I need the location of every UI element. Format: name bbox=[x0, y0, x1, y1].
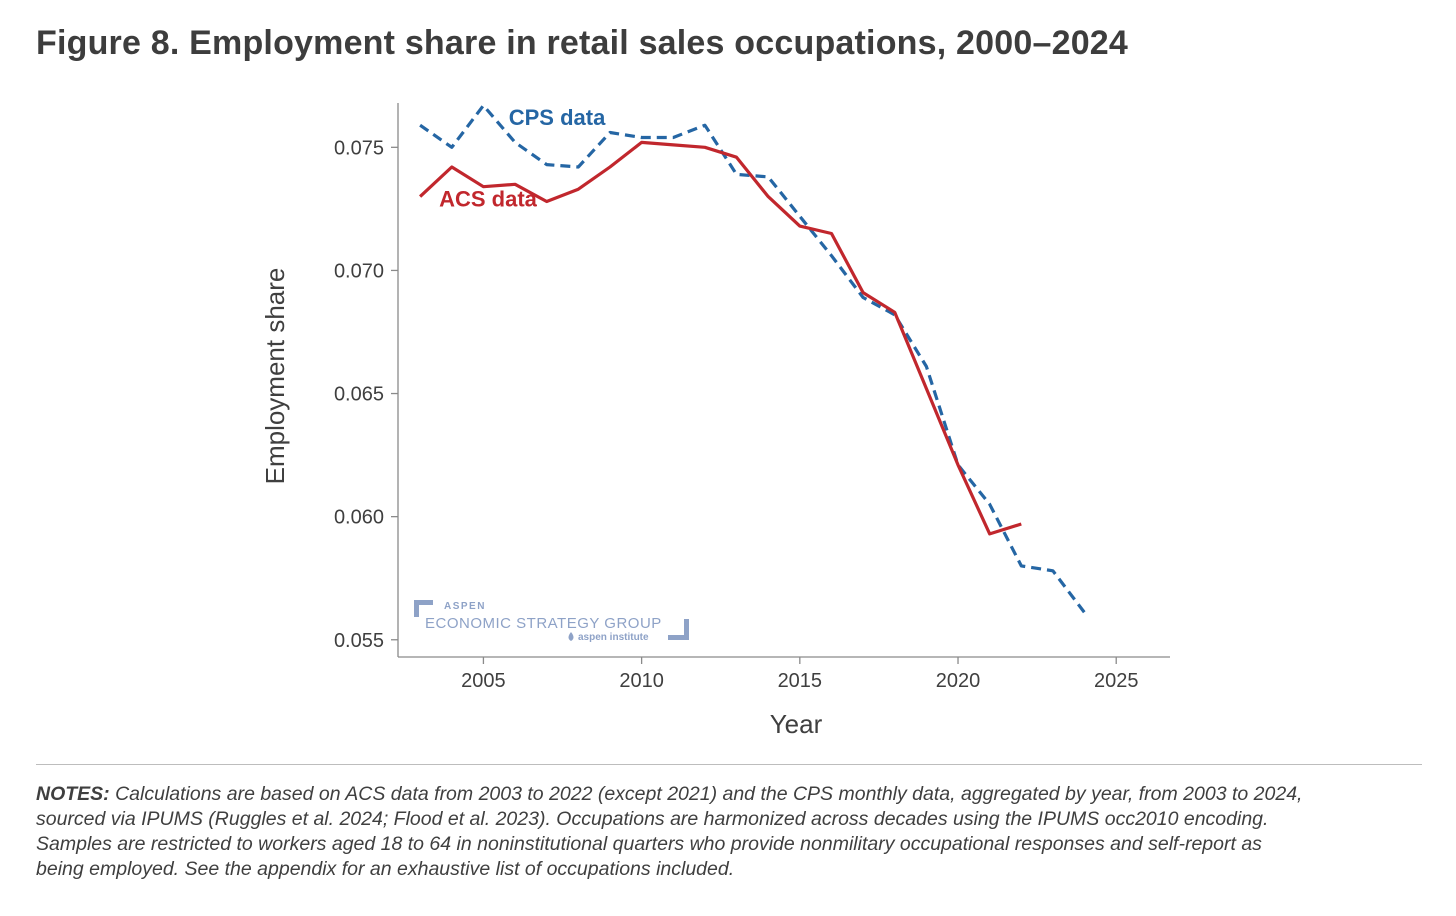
logo-corner-top-left bbox=[414, 600, 433, 617]
chart-series bbox=[419, 103, 1086, 614]
notes-line-4: being employed. See the appendix for an … bbox=[36, 858, 735, 880]
x-tick-label: 2005 bbox=[461, 670, 506, 692]
x-tick-label: 2015 bbox=[778, 670, 823, 692]
y-tick-label: 0.055 bbox=[334, 630, 384, 652]
y-tick-label: 0.075 bbox=[334, 137, 384, 159]
y-axis-ticks: 0.055 0.060 0.065 0.070 0.075 bbox=[334, 137, 398, 652]
chart-axes bbox=[397, 103, 1170, 658]
x-tick-label: 2020 bbox=[936, 670, 981, 692]
series-line-cps bbox=[419, 103, 1086, 614]
series-cps bbox=[419, 103, 1086, 614]
figure-title: Figure 8. Employment share in retail sal… bbox=[36, 24, 1129, 62]
aspen-esg-logo: ASPEN ECONOMIC STRATEGY GROUP aspen inst… bbox=[414, 600, 689, 643]
logo-line-institute: aspen institute bbox=[578, 632, 649, 643]
series-acs bbox=[419, 140, 1022, 536]
y-tick-label: 0.060 bbox=[334, 507, 384, 529]
logo-line-aspen: ASPEN bbox=[444, 601, 486, 612]
series-labels: CPS data ACS data bbox=[439, 105, 606, 211]
notes-line-1: NOTES: Calculations are based on ACS dat… bbox=[36, 782, 1426, 807]
notes-line-3: Samples are restricted to workers aged 1… bbox=[36, 833, 1262, 855]
series-line-acs bbox=[419, 140, 1022, 536]
logo-corner-bottom-right bbox=[668, 619, 689, 640]
notes-paragraph: NOTES: Calculations are based on ACS dat… bbox=[36, 782, 1426, 882]
y-tick-label: 0.065 bbox=[334, 384, 384, 406]
x-tick-label: 2010 bbox=[619, 670, 664, 692]
series-label-cps: CPS data bbox=[509, 105, 606, 130]
y-tick-label: 0.070 bbox=[334, 260, 384, 282]
notes-line-2: sourced via IPUMS (Ruggles et al. 2024; … bbox=[36, 808, 1269, 830]
logo-line-esg: ECONOMIC STRATEGY GROUP bbox=[425, 615, 662, 632]
notes-lead: NOTES: bbox=[36, 783, 110, 805]
series-label-acs: ACS data bbox=[439, 186, 538, 211]
y-axis-title: Employment share bbox=[260, 268, 290, 485]
notes-divider bbox=[36, 764, 1422, 765]
x-axis-title: Year bbox=[770, 709, 823, 739]
notes-line-1-text: Calculations are based on ACS data from … bbox=[109, 783, 1303, 805]
x-tick-label: 2025 bbox=[1094, 670, 1139, 692]
x-axis-ticks: 2005 2010 2015 2020 2025 bbox=[461, 657, 1138, 692]
logo-leaf-icon bbox=[568, 632, 574, 641]
